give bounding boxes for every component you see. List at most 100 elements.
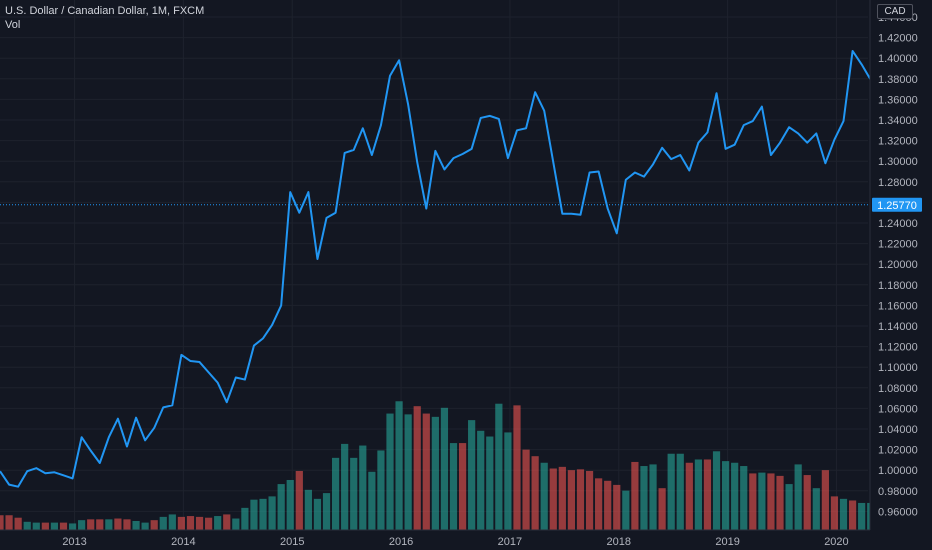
volume-bar <box>195 516 204 530</box>
volume-bar <box>68 523 77 530</box>
volume-bar <box>640 466 648 530</box>
volume-bar <box>277 484 285 530</box>
x-tick-label: 2014 <box>171 536 195 548</box>
volume-bar <box>259 498 267 530</box>
volume-bar <box>731 462 739 530</box>
volume-bar <box>495 403 503 530</box>
volume-bar <box>304 489 312 530</box>
volume-bar <box>649 464 657 530</box>
y-tick-label: 1.08000 <box>878 383 918 395</box>
volume-bar <box>595 478 603 530</box>
volume-bar <box>313 498 322 530</box>
volume-bar <box>359 445 367 530</box>
volume-bar <box>350 457 358 530</box>
volume-bar <box>322 493 331 530</box>
y-tick-label: 1.28000 <box>878 177 918 189</box>
volume-bar <box>123 519 131 530</box>
x-tick-label: 2020 <box>824 536 848 548</box>
volume-bar <box>667 453 675 530</box>
volume-bar <box>631 461 639 530</box>
y-tick-label: 1.02000 <box>878 445 918 457</box>
volume-bar <box>513 405 521 530</box>
volume-bar <box>839 498 848 530</box>
volume-bar <box>232 518 240 530</box>
volume-bar <box>168 514 176 530</box>
volume-bar <box>803 475 811 530</box>
x-tick-label: 2018 <box>607 536 631 548</box>
volume-bar <box>413 406 421 530</box>
volume-bar <box>78 520 86 530</box>
volume-bar <box>576 469 585 530</box>
price-line <box>0 49 932 488</box>
volume-bar <box>604 480 612 530</box>
y-tick-label: 1.34000 <box>878 115 918 127</box>
volume-bar <box>785 484 793 530</box>
volume-bar <box>214 516 222 530</box>
volume-bar <box>250 499 258 530</box>
volume-bar <box>241 507 249 530</box>
volume-bar <box>812 488 820 530</box>
volume-bar <box>0 515 4 530</box>
y-tick-label: 1.36000 <box>878 94 918 106</box>
volume-bar <box>722 461 730 530</box>
y-tick-label: 1.38000 <box>878 74 918 86</box>
y-tick-label: 0.98000 <box>878 486 918 498</box>
y-tick-label: 1.10000 <box>878 362 918 374</box>
x-tick-label: 2013 <box>62 536 86 548</box>
volume-bar <box>821 470 829 530</box>
volume-bar <box>141 522 149 530</box>
volume-bar <box>368 471 376 530</box>
y-tick-label: 1.18000 <box>878 280 918 292</box>
volume-bar <box>105 519 113 530</box>
volume-bar <box>740 466 748 530</box>
x-tick-label: 2017 <box>498 536 522 548</box>
volume-bar <box>295 470 303 530</box>
y-tick-label: 1.32000 <box>878 136 918 148</box>
y-tick-label: 1.06000 <box>878 403 918 415</box>
y-tick-label: 1.16000 <box>878 300 918 312</box>
volume-bar <box>431 416 439 530</box>
y-tick-label: 1.40000 <box>878 53 918 65</box>
volume-bar <box>622 490 630 530</box>
volume-bar <box>186 516 195 530</box>
chart-legend: U.S. Dollar / Canadian Dollar, 1M, FXCM … <box>5 4 204 32</box>
volume-bar <box>440 407 449 530</box>
volume-bar <box>23 521 31 530</box>
volume-bar <box>540 462 548 530</box>
volume-bar <box>585 470 594 530</box>
x-tick-label: 2016 <box>389 536 413 548</box>
symbol-title: U.S. Dollar / Canadian Dollar, 1M, FXCM <box>5 5 205 17</box>
volume-bar <box>830 496 839 530</box>
volume-label: Vol <box>5 19 21 31</box>
volume-bar <box>150 520 158 530</box>
volume-bar <box>676 453 684 530</box>
volume-bar <box>59 522 68 530</box>
volume-bar <box>694 459 702 530</box>
last-price-label: 1.25770 <box>877 200 917 212</box>
x-tick-label: 2015 <box>280 536 304 548</box>
volume-bar <box>422 413 430 530</box>
currency-label[interactable]: CAD <box>877 4 913 19</box>
volume-bar <box>504 432 512 530</box>
volume-bar <box>848 500 857 530</box>
y-tick-label: 1.24000 <box>878 218 918 230</box>
y-tick-label: 1.12000 <box>878 342 918 354</box>
volume-bar <box>114 518 122 530</box>
volume-bar <box>531 456 539 530</box>
y-tick-label: 1.42000 <box>878 33 918 45</box>
volume-bar <box>386 413 394 530</box>
volume-bar <box>177 516 185 530</box>
volume-bar <box>486 436 494 530</box>
y-tick-label: 1.04000 <box>878 424 918 436</box>
volume-bar <box>268 496 276 530</box>
volume-bar <box>404 414 412 530</box>
y-tick-label: 1.22000 <box>878 239 918 251</box>
volume-bar <box>613 484 621 530</box>
volume-bar <box>96 519 104 530</box>
last-price-label-box <box>872 197 922 212</box>
y-tick-label: 0.96000 <box>878 506 918 518</box>
volume-bar <box>87 519 95 530</box>
volume-bar <box>758 472 766 530</box>
